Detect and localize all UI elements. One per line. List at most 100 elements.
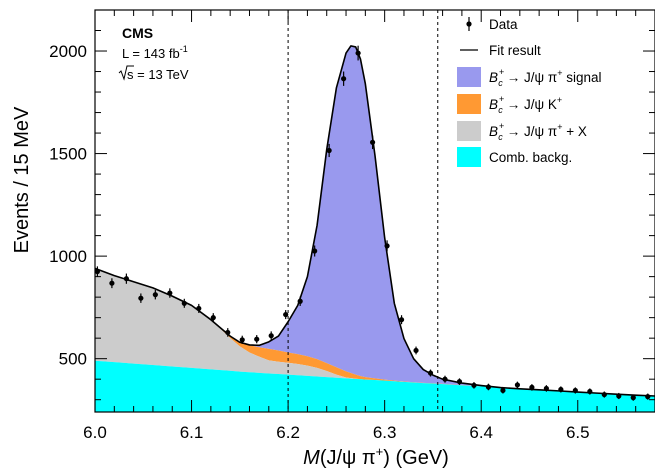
data-marker xyxy=(471,382,477,388)
x-tick-label: 6.1 xyxy=(180,423,204,442)
x-tick-label: 6.3 xyxy=(373,423,397,442)
data-point-21 xyxy=(398,315,405,325)
data-marker xyxy=(558,386,564,393)
data-point-3 xyxy=(138,293,144,303)
data-marker xyxy=(645,394,651,400)
data-point-10 xyxy=(239,335,245,344)
data-point-18 xyxy=(355,45,361,61)
data-point-14 xyxy=(297,296,303,306)
data-marker xyxy=(254,336,260,342)
data-marker xyxy=(196,305,202,312)
data-marker xyxy=(398,317,405,323)
legend-swatch xyxy=(457,67,481,87)
data-point-0 xyxy=(94,266,101,277)
legend-charge: + xyxy=(499,94,504,104)
legend-decay: → J/ψ π xyxy=(507,70,557,85)
data-marker xyxy=(442,376,448,382)
data-marker xyxy=(485,384,492,390)
data-marker xyxy=(616,393,622,399)
data-point-7 xyxy=(196,303,202,313)
data-marker xyxy=(297,298,303,304)
legend-entry-4: B+ c → J/ψ π+ + X xyxy=(457,121,587,142)
data-marker xyxy=(500,387,506,394)
data-marker xyxy=(529,384,535,390)
legend-subscript: c xyxy=(498,105,503,115)
data-marker xyxy=(312,248,318,254)
data-marker xyxy=(369,139,376,145)
data-point-29 xyxy=(514,381,521,389)
data-points-layer xyxy=(94,45,651,401)
data-point-9 xyxy=(225,328,231,337)
experiment-label: CMS xyxy=(122,25,153,41)
y-axis-title: Events / 15 MeV xyxy=(11,106,33,253)
legend-particle: B xyxy=(489,97,498,112)
data-point-33 xyxy=(572,387,578,394)
energy-label: s = 13 TeV xyxy=(127,67,189,82)
legend-entry-3: B+ c → J/ψ K+ xyxy=(457,94,562,115)
data-point-2 xyxy=(123,273,129,284)
data-point-31 xyxy=(543,385,549,392)
legend-label: B+ c → J/ψ π+ signal xyxy=(489,67,602,88)
legend-entry-1: Fit result xyxy=(460,43,541,58)
axis-tick-labels: 6.0 6.1 6.2 6.3 6.4 6.5 500 1000 1500 2000 xyxy=(49,42,589,442)
legend-charge: + xyxy=(499,67,504,77)
legend-label: Data xyxy=(489,17,518,32)
legend-label: Fit result xyxy=(489,43,541,58)
data-marker xyxy=(601,391,607,398)
data-marker xyxy=(210,315,216,321)
luminosity-label: L = 143 fb-1 xyxy=(122,44,188,61)
fit-result-curve-layer xyxy=(94,45,655,397)
legend-tail: signal xyxy=(563,70,602,85)
x-tick-label: 6.5 xyxy=(566,423,590,442)
data-marker xyxy=(268,333,274,339)
data-point-26 xyxy=(471,382,477,389)
data-point-25 xyxy=(456,378,463,385)
data-point-30 xyxy=(529,384,535,391)
data-marker xyxy=(456,379,463,385)
data-point-19 xyxy=(369,135,376,150)
experiment-info: CMS L = 143 fb-1 s = 13 TeV xyxy=(118,25,189,82)
data-marker xyxy=(94,268,101,275)
data-point-16 xyxy=(326,143,332,158)
legend-particle: B xyxy=(489,124,498,139)
data-marker xyxy=(341,76,347,82)
data-marker xyxy=(514,382,521,388)
data-point-13 xyxy=(283,310,289,320)
data-point-17 xyxy=(341,71,347,86)
data-point-24 xyxy=(442,375,448,383)
fit-result-curve xyxy=(94,45,655,397)
data-marker xyxy=(543,385,549,392)
legend-particle: B xyxy=(489,70,498,85)
data-point-11 xyxy=(254,335,260,344)
data-point-20 xyxy=(384,240,390,252)
data-marker xyxy=(152,292,158,298)
data-point-15 xyxy=(312,245,318,257)
signal-fill xyxy=(95,45,655,397)
legend-swatch xyxy=(457,147,481,167)
legend-decay: → J/ψ K xyxy=(507,97,557,112)
fit-component-fills xyxy=(95,45,655,412)
legend-decay-charge: + xyxy=(557,122,562,132)
data-point-35 xyxy=(601,391,607,398)
y-tick-label: 1500 xyxy=(49,145,87,164)
legend-subscript: c xyxy=(498,78,503,88)
legend-entry-2: B+ c → J/ψ π+ signal xyxy=(457,67,602,88)
data-marker xyxy=(138,295,144,301)
comb-background-fill xyxy=(95,360,655,412)
y-tick-label: 1000 xyxy=(49,247,87,266)
legend-entry-0: Data xyxy=(466,17,518,32)
legend-decay-charge: + xyxy=(557,68,562,78)
data-point-4 xyxy=(152,289,158,300)
data-marker xyxy=(123,276,129,282)
data-marker xyxy=(109,280,115,286)
mass-window-lines xyxy=(287,10,439,412)
data-marker xyxy=(384,243,390,249)
legend-data-marker xyxy=(466,21,472,27)
sqrt-sign-icon xyxy=(118,65,134,81)
y-tick-label: 500 xyxy=(59,350,87,369)
data-marker xyxy=(427,370,434,376)
legend-label: B+ c → J/ψ K+ xyxy=(489,94,562,115)
data-point-34 xyxy=(587,388,593,395)
